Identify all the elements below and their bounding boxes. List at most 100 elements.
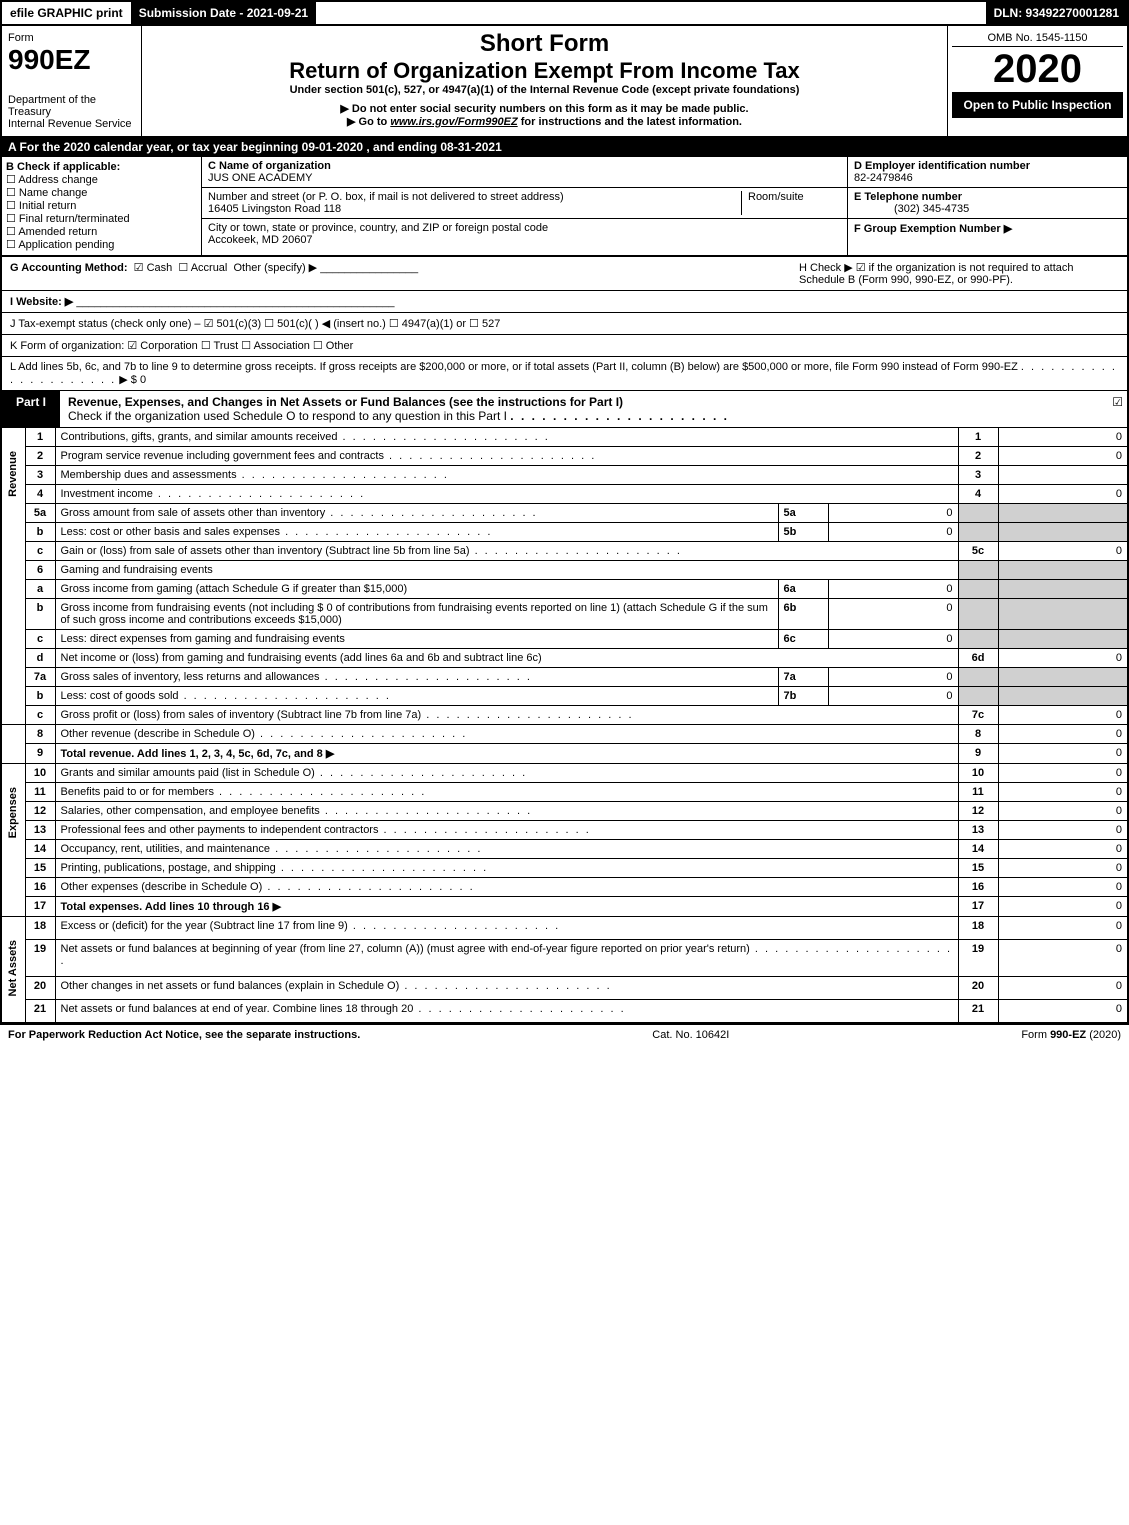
- r4-desc: Investment income: [61, 488, 153, 500]
- line-l: L Add lines 5b, 6c, and 7b to line 9 to …: [0, 357, 1129, 391]
- title-main: Return of Organization Exempt From Incom…: [150, 58, 939, 84]
- r12-desc: Salaries, other compensation, and employ…: [61, 805, 320, 817]
- org-name-label: C Name of organization: [208, 160, 331, 172]
- row-10: Expenses 10Grants and similar amounts pa…: [1, 764, 1128, 783]
- efile-label: efile GRAPHIC print: [2, 2, 131, 24]
- r14-desc: Occupancy, rent, utilities, and maintena…: [61, 843, 271, 855]
- r17-desc: Total expenses. Add lines 10 through 16 …: [61, 901, 282, 913]
- footer-left: For Paperwork Reduction Act Notice, see …: [8, 1029, 360, 1041]
- open-public: Open to Public Inspection: [952, 92, 1123, 118]
- form-header: Form 990EZ Department of the Treasury In…: [0, 26, 1129, 137]
- entity-info: B Check if applicable: Address change Na…: [0, 157, 1129, 257]
- r5b-desc: Less: cost or other basis and sales expe…: [61, 526, 281, 538]
- r16-desc: Other expenses (describe in Schedule O): [61, 881, 263, 893]
- street-label: Number and street (or P. O. box, if mail…: [208, 191, 564, 203]
- city-label: City or town, state or province, country…: [208, 222, 548, 234]
- ein-label: D Employer identification number: [854, 160, 1030, 172]
- r19-desc: Net assets or fund balances at beginning…: [61, 943, 750, 955]
- box-b: B Check if applicable: Address change Na…: [2, 157, 202, 255]
- part1-table: Revenue 1 Contributions, gifts, grants, …: [0, 428, 1129, 1024]
- row-6a: aGross income from gaming (attach Schedu…: [1, 580, 1128, 599]
- row-17: 17Total expenses. Add lines 10 through 1…: [1, 897, 1128, 917]
- r8-desc: Other revenue (describe in Schedule O): [61, 728, 255, 740]
- goto-text: ▶ Go to www.irs.gov/Form990EZ for instru…: [150, 115, 939, 128]
- side-net: Net Assets: [7, 920, 19, 1016]
- chk-address-change[interactable]: Address change: [6, 173, 197, 186]
- org-name: JUS ONE ACADEMY: [208, 172, 313, 184]
- r6c-desc: Less: direct expenses from gaming and fu…: [61, 633, 345, 645]
- row-15: 15Printing, publications, postage, and s…: [1, 859, 1128, 878]
- form-number: 990EZ: [8, 44, 135, 76]
- l-value: ▶ $ 0: [119, 374, 146, 386]
- g-accrual[interactable]: Accrual: [191, 262, 228, 274]
- box-c: C Name of organization JUS ONE ACADEMY N…: [202, 157, 847, 255]
- subtitle: Under section 501(c), 527, or 4947(a)(1)…: [150, 84, 939, 96]
- row-1: Revenue 1 Contributions, gifts, grants, …: [1, 428, 1128, 447]
- line-i: I Website: ▶ ___________________________…: [0, 291, 1129, 313]
- footer-cat: Cat. No. 10642I: [360, 1029, 1021, 1041]
- row-5c: cGain or (loss) from sale of assets othe…: [1, 542, 1128, 561]
- side-revenue: Revenue: [7, 431, 19, 517]
- row-11: 11Benefits paid to or for members110: [1, 783, 1128, 802]
- row-13: 13Professional fees and other payments t…: [1, 821, 1128, 840]
- row-3: 3Membership dues and assessments3: [1, 466, 1128, 485]
- city: Accokeek, MD 20607: [208, 234, 313, 246]
- part1-check-box[interactable]: ☑: [1108, 391, 1127, 427]
- line-j: J Tax-exempt status (check only one) – ☑…: [0, 313, 1129, 335]
- room-label: Room/suite: [748, 191, 804, 203]
- part1-check: Check if the organization used Schedule …: [68, 409, 507, 423]
- box-b-label: B Check if applicable:: [6, 161, 197, 173]
- i-label: I Website: ▶: [10, 296, 73, 308]
- chk-application-pending[interactable]: Application pending: [6, 238, 197, 251]
- part1-title: Revenue, Expenses, and Changes in Net As…: [68, 395, 623, 409]
- g-label: G Accounting Method:: [10, 262, 128, 274]
- dept: Department of the Treasury: [8, 94, 135, 118]
- box-def: D Employer identification number 82-2479…: [847, 157, 1127, 255]
- r1-desc: Contributions, gifts, grants, and simila…: [61, 431, 338, 443]
- l-label: L Add lines 5b, 6c, and 7b to line 9 to …: [10, 361, 1018, 373]
- side-expenses: Expenses: [7, 767, 19, 858]
- r9-desc: Total revenue. Add lines 1, 2, 3, 4, 5c,…: [61, 748, 335, 760]
- page-footer: For Paperwork Reduction Act Notice, see …: [0, 1024, 1129, 1045]
- chk-name-change[interactable]: Name change: [6, 186, 197, 199]
- ssn-warning: Do not enter social security numbers on …: [150, 102, 939, 115]
- r5a-desc: Gross amount from sale of assets other t…: [61, 507, 326, 519]
- r10-desc: Grants and similar amounts paid (list in…: [61, 767, 315, 779]
- r2-desc: Program service revenue including govern…: [61, 450, 384, 462]
- row-5b: bLess: cost or other basis and sales exp…: [1, 523, 1128, 542]
- row-5a: 5aGross amount from sale of assets other…: [1, 504, 1128, 523]
- g-other[interactable]: Other (specify) ▶: [234, 262, 318, 274]
- line-k: K Form of organization: ☑ Corporation ☐ …: [0, 335, 1129, 357]
- row-2: 2Program service revenue including gover…: [1, 447, 1128, 466]
- part1-header: Part I Revenue, Expenses, and Changes in…: [0, 391, 1129, 428]
- group-label: F Group Exemption Number ▶: [854, 223, 1012, 235]
- r7a-desc: Gross sales of inventory, less returns a…: [61, 671, 320, 683]
- street: 16405 Livingston Road 118: [208, 203, 341, 215]
- goto-link[interactable]: www.irs.gov/Form990EZ: [390, 116, 517, 128]
- row-8: 8Other revenue (describe in Schedule O)8…: [1, 725, 1128, 744]
- r6a-desc: Gross income from gaming (attach Schedul…: [61, 583, 408, 595]
- irs: Internal Revenue Service: [8, 118, 135, 130]
- topbar: efile GRAPHIC print Submission Date - 20…: [0, 0, 1129, 26]
- r5c-desc: Gain or (loss) from sale of assets other…: [61, 545, 470, 557]
- r6b-desc: Gross income from fundraising events (no…: [61, 602, 768, 626]
- row-16: 16Other expenses (describe in Schedule O…: [1, 878, 1128, 897]
- chk-amended-return[interactable]: Amended return: [6, 225, 197, 238]
- footer-right: Form 990-EZ (2020): [1021, 1029, 1121, 1041]
- r20-desc: Other changes in net assets or fund bala…: [61, 980, 400, 992]
- form-label: Form: [8, 32, 135, 44]
- r21-desc: Net assets or fund balances at end of ye…: [61, 1003, 414, 1015]
- chk-final-return[interactable]: Final return/terminated: [6, 212, 197, 225]
- row-7a: 7aGross sales of inventory, less returns…: [1, 668, 1128, 687]
- chk-initial-return[interactable]: Initial return: [6, 199, 197, 212]
- row-6c: cLess: direct expenses from gaming and f…: [1, 630, 1128, 649]
- r7b-desc: Less: cost of goods sold: [61, 690, 179, 702]
- r18-desc: Excess or (deficit) for the year (Subtra…: [61, 920, 348, 932]
- tel-label: E Telephone number: [854, 191, 962, 203]
- row-20: 20Other changes in net assets or fund ba…: [1, 977, 1128, 1000]
- h-text: H Check ▶ ☑ if the organization is not r…: [799, 261, 1119, 286]
- ein: 82-2479846: [854, 172, 913, 184]
- g-cash[interactable]: Cash: [147, 262, 173, 274]
- r11-desc: Benefits paid to or for members: [61, 786, 214, 798]
- omb: OMB No. 1545-1150: [952, 30, 1123, 47]
